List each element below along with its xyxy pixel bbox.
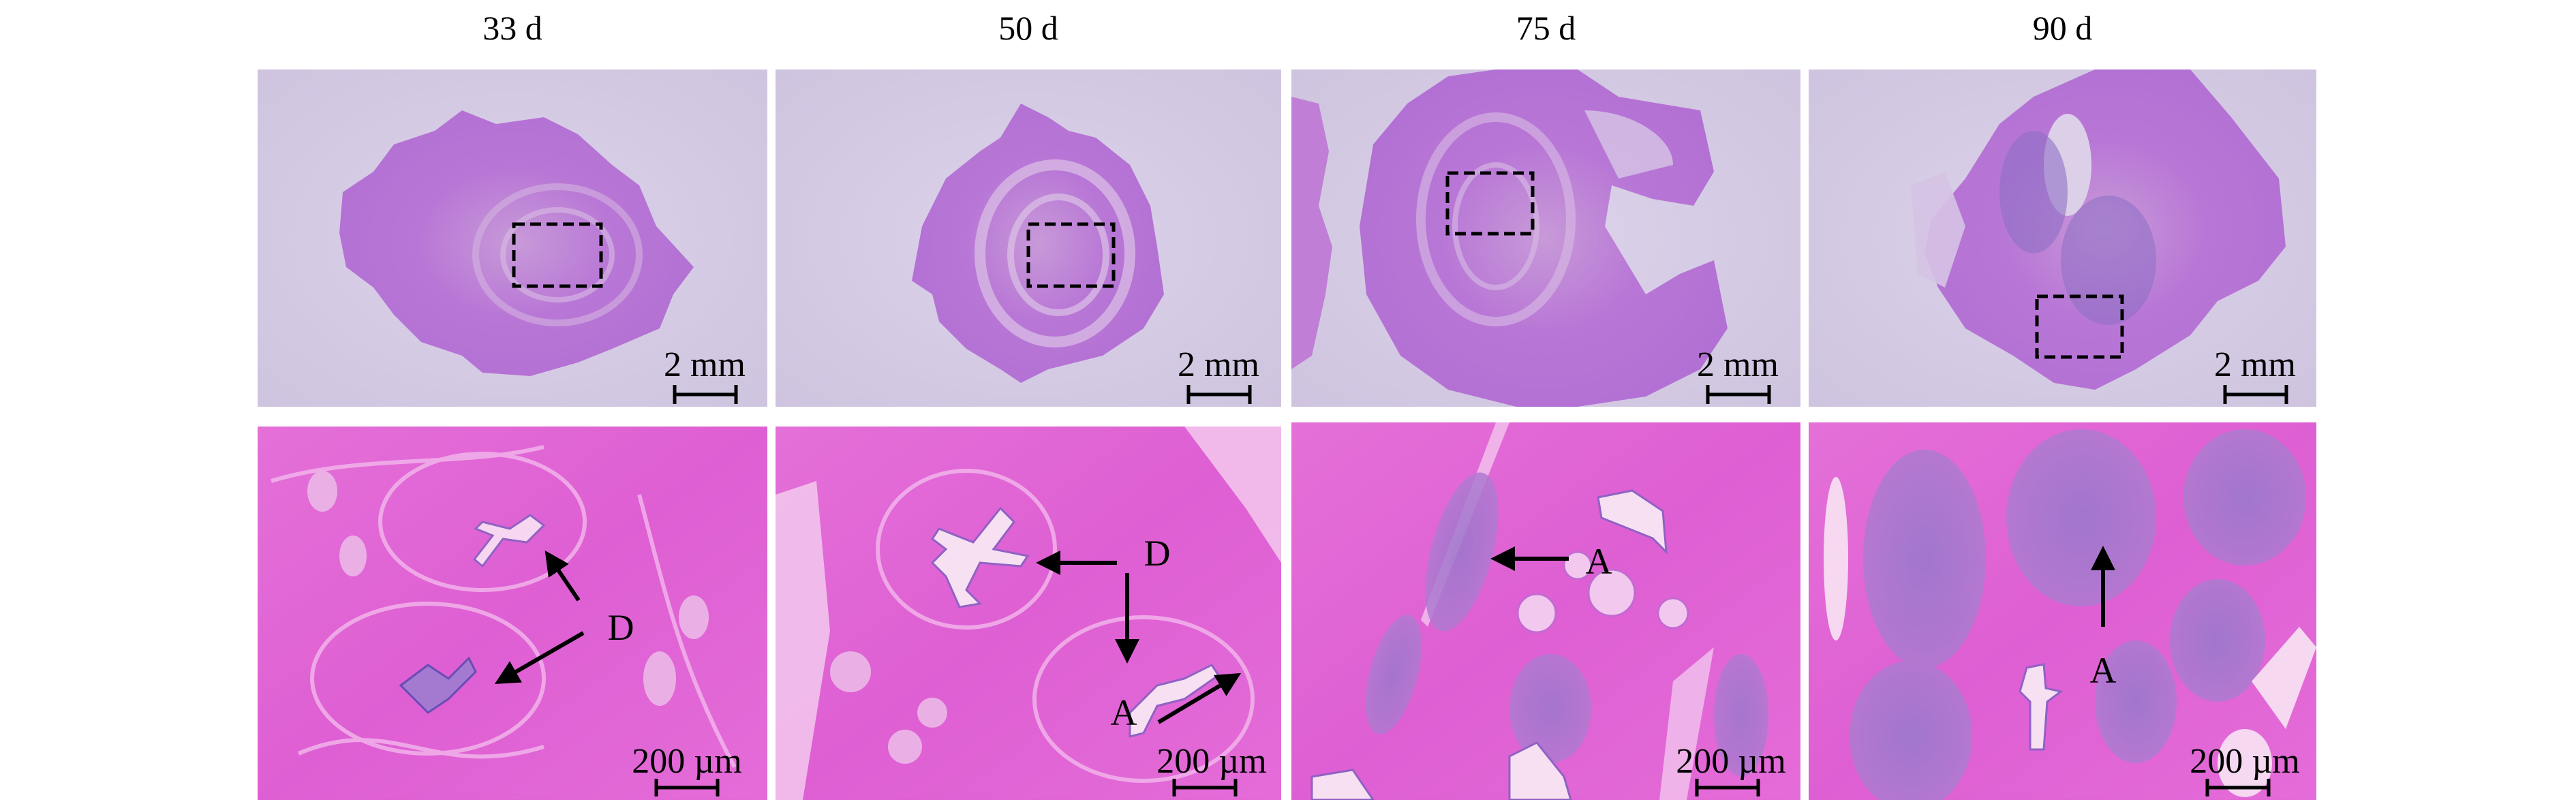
low-mag-panel-90d: 2 mm [1809, 69, 2316, 407]
low-mag-panel-50d: 2 mm [776, 69, 1281, 407]
low-mag-panel-75d: 2 mm [1291, 69, 1800, 407]
scale-bar [1186, 385, 1252, 404]
region-of-interest-box [1445, 171, 1535, 236]
annotation-arrows [1036, 551, 1242, 724]
duct-lumen [1310, 769, 1375, 800]
duct-lumen [1597, 489, 1668, 555]
duct-lumen [1129, 664, 1221, 738]
column-label-50d: 50 d [998, 9, 1058, 47]
scale-bar [2223, 385, 2288, 404]
high-mag-panel-75d: A 200 µm [1291, 422, 1800, 800]
column-label-33d: 33 d [482, 9, 542, 47]
scale-bar-label: 200 µm [632, 742, 741, 781]
arrow-duct-1 [545, 551, 581, 602]
high-mag-panel-50d: D A 200 µm [776, 427, 1281, 800]
low-mag-panel-33d: 2 mm [258, 69, 767, 407]
duct-lumen [472, 514, 546, 568]
high-mag-panel-90d: A 200 µm [1809, 422, 2316, 800]
scale-bar-label: 2 mm [1178, 345, 1259, 384]
duct-lumen [930, 506, 1030, 608]
tissue-fragment [1291, 97, 1332, 369]
duct-lumen [2019, 663, 2064, 751]
scale-bar-label: 200 µm [1676, 742, 1785, 781]
annotation-label-acinus: A [1586, 541, 1612, 582]
scale-bar [654, 779, 720, 796]
scale-bar [2205, 779, 2271, 796]
annotation-label-acinus: A [1111, 692, 1137, 733]
tissue-section [912, 104, 1164, 383]
arrow-acinus [1157, 672, 1242, 724]
annotation-label-acinus: A [2090, 650, 2117, 691]
scale-bar-label: 200 µm [1156, 742, 1266, 781]
duct-lumen [1508, 741, 1572, 800]
scale-bar-label: 2 mm [1697, 345, 1779, 384]
region-of-interest-box [1026, 222, 1116, 288]
annotation-label-duct: D [1144, 533, 1171, 574]
arrow-duct-2 [494, 631, 585, 684]
duct-lumen [399, 656, 477, 714]
region-of-interest-box [512, 222, 603, 288]
scale-bar-label: 2 mm [664, 345, 746, 384]
annotation-label-duct: D [608, 607, 634, 648]
region-of-interest-box [2035, 294, 2124, 359]
scale-bar [1706, 385, 1771, 404]
column-label-90d: 90 d [2032, 9, 2093, 47]
scale-bar [1695, 779, 1760, 796]
scale-bar [1172, 779, 1238, 796]
scale-bar-label: 200 µm [2190, 742, 2299, 781]
scale-bar [673, 385, 738, 404]
high-mag-panel-33d: D 200 µm [258, 427, 767, 800]
scale-bar-label: 2 mm [2214, 345, 2296, 384]
annotation-arrows [494, 551, 585, 684]
column-label-75d: 75 d [1516, 9, 1576, 47]
